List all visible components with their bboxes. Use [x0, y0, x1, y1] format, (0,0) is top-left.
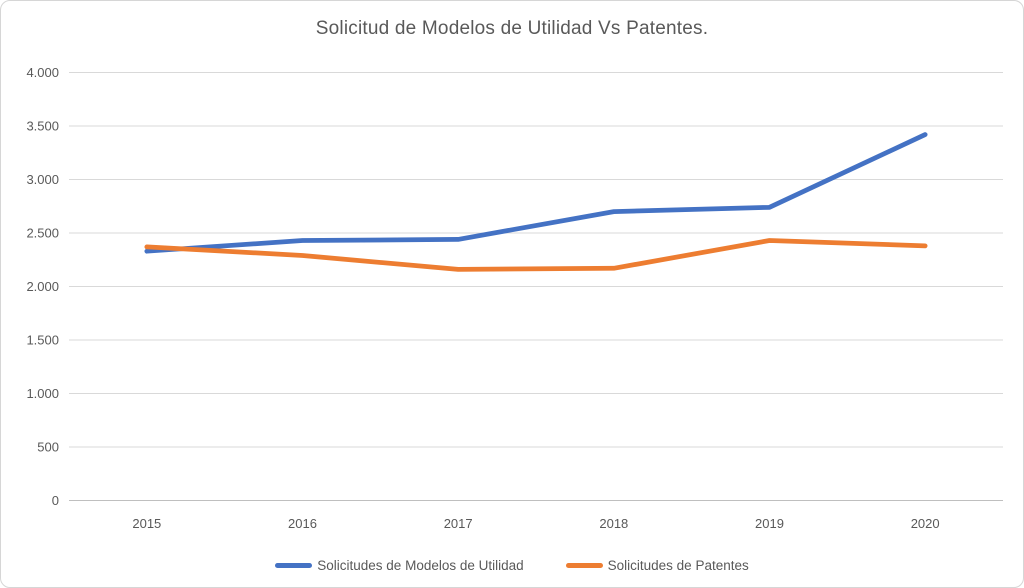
y-tick-label: 2.500 [26, 226, 59, 241]
legend-label: Solicitudes de Modelos de Utilidad [317, 557, 524, 573]
legend-item: Solicitudes de Patentes [565, 557, 749, 573]
y-tick-label: 500 [37, 440, 59, 455]
x-tick-label: 2016 [288, 516, 317, 531]
series-line [144, 132, 928, 254]
y-tick-label: 1.500 [26, 333, 59, 348]
y-tick-label: 3.500 [26, 119, 59, 134]
y-tick-label: 2.000 [26, 279, 59, 294]
y-tick-label: 0 [52, 493, 59, 508]
x-tick-label: 2019 [755, 516, 784, 531]
chart-title: Solicitud de Modelos de Utilidad Vs Pate… [315, 18, 709, 39]
x-tick-label: 2018 [599, 516, 628, 531]
x-tick-label: 2020 [911, 516, 940, 531]
y-tick-label: 1.000 [26, 386, 59, 401]
y-tick-label: 4.000 [26, 65, 59, 80]
chart-legend: Solicitudes de Modelos de Utilidad Solici… [1, 553, 1023, 577]
legend-line-swatch [565, 562, 603, 568]
line-chart-plot-area: 0 500 1.000 1.500 2.000 2.500 3.000 3.500 4.000 2… [26, 65, 1003, 531]
x-tick-label: 2015 [132, 516, 161, 531]
series-line [144, 238, 928, 272]
legend-item: Solicitudes de Modelos de Utilidad [275, 557, 524, 573]
legend-label: Solicitudes de Patentes [607, 557, 749, 573]
y-tick-label: 3.000 [26, 172, 59, 187]
legend-line-swatch [275, 562, 313, 568]
x-tick-label: 2017 [444, 516, 473, 531]
